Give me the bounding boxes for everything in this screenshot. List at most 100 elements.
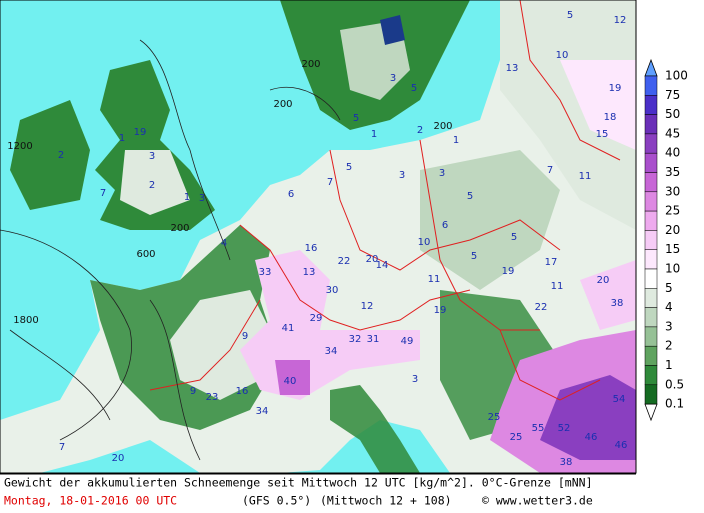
snow-label: 33 <box>259 267 272 278</box>
snow-label: 2 <box>149 180 155 191</box>
snow-northeast <box>560 60 636 150</box>
snow-label: 3 <box>412 374 418 385</box>
legend-label: 40 <box>665 146 680 160</box>
snow-label: 1 <box>371 129 377 140</box>
border <box>419 139 540 331</box>
legend-swatch <box>644 152 658 173</box>
snow-label: 25 <box>510 432 523 443</box>
contour-label: 200 <box>170 223 189 234</box>
run: (Mittwoch 12 + 108) <box>320 494 452 508</box>
snow-label: 3 <box>149 151 155 162</box>
snow-label: 40 <box>284 376 297 387</box>
legend-swatch <box>644 95 658 115</box>
legend-swatch <box>644 307 658 328</box>
legend-label: 25 <box>665 204 680 218</box>
snow-label: 9 <box>190 386 196 397</box>
snow-label: 4 <box>221 238 227 249</box>
snow-label: 20 <box>597 275 610 286</box>
contour-label: 200 <box>433 121 452 132</box>
legend-swatch <box>644 133 658 154</box>
snow-label: 5 <box>411 83 417 94</box>
snow-label: 9 <box>242 331 248 342</box>
contour <box>149 299 201 461</box>
snow-label: 3 <box>399 170 405 181</box>
snow-label: 38 <box>560 457 573 468</box>
snow-label: 15 <box>596 129 609 140</box>
legend-label: 2 <box>665 339 673 353</box>
legend-label: 45 <box>665 126 680 140</box>
legend-label: 75 <box>665 88 680 102</box>
snow-label: 10 <box>556 50 569 61</box>
legend-label: 35 <box>665 165 680 179</box>
contour <box>9 329 111 421</box>
snow-label: 22 <box>535 302 548 313</box>
snow-label: 14 <box>376 260 389 271</box>
snow-label: 34 <box>325 346 338 357</box>
land-ireland <box>10 100 90 210</box>
legend-label: 3 <box>665 319 673 333</box>
snow-label: 46 <box>585 432 598 443</box>
legend-label: 5 <box>665 281 673 295</box>
snow-label: 19 <box>502 266 515 277</box>
snow-label: 6 <box>288 189 294 200</box>
legend-swatch <box>644 75 658 96</box>
snow-label: 2 <box>417 125 423 136</box>
legend-arrow-top <box>644 58 658 77</box>
legend-arrow-bottom <box>644 403 658 422</box>
land-poland <box>420 150 560 290</box>
snow-label: 3 <box>439 168 445 179</box>
snow-label: 11 <box>428 274 441 285</box>
legend-label: 50 <box>665 107 680 121</box>
snow-label: 7 <box>547 165 553 176</box>
snow-label: 7 <box>100 188 106 199</box>
snow-label: 16 <box>236 386 249 397</box>
snow-label: 34 <box>256 406 269 417</box>
snow-label: 17 <box>545 257 558 268</box>
snow-label: 1 <box>453 135 459 146</box>
legend-swatch <box>644 326 658 347</box>
snow-label: 1 <box>119 133 125 144</box>
snow-label: 3 <box>390 73 396 84</box>
snow-label: 5 <box>353 113 359 124</box>
snow-label: 7 <box>327 177 333 188</box>
snow-label: 30 <box>326 285 339 296</box>
border <box>499 329 601 401</box>
snow-label: 10 <box>418 237 431 248</box>
snow-label: 23 <box>206 392 219 403</box>
legend-label: 30 <box>665 184 680 198</box>
map <box>0 0 637 474</box>
snow-label: 25 <box>488 412 501 423</box>
legend-label: 15 <box>665 242 680 256</box>
snow-label: 19 <box>134 127 147 138</box>
lake <box>380 15 405 45</box>
snow-label: 5 <box>346 162 352 173</box>
legend-label: 10 <box>665 262 680 276</box>
border <box>239 224 471 331</box>
snow-label: 5 <box>567 10 573 21</box>
land-britain-interior <box>120 150 190 215</box>
snow-label: 20 <box>366 254 379 265</box>
legend-swatch <box>644 384 658 405</box>
snow-label: 55 <box>532 423 545 434</box>
snow-label: 29 <box>310 313 323 324</box>
snow-label: 54 <box>613 394 626 405</box>
snow-label: 3 <box>199 193 205 204</box>
snow-label: 38 <box>611 298 624 309</box>
contours <box>0 39 341 461</box>
legend-label: 20 <box>665 223 680 237</box>
legend-swatch <box>644 114 658 135</box>
land-france-interior <box>170 290 270 400</box>
map-frame <box>0 0 637 474</box>
legend-label: 1 <box>665 358 673 372</box>
snow-label: 11 <box>579 171 592 182</box>
legend-swatch <box>644 345 658 366</box>
snow-label: 7 <box>59 442 65 453</box>
contour <box>0 229 132 441</box>
borders <box>149 0 621 401</box>
caption: Gewicht der akkumulierten Schneemenge se… <box>4 476 593 490</box>
legend-label: 4 <box>665 300 673 314</box>
contour-label: 200 <box>273 99 292 110</box>
snow-label: 1 <box>184 192 190 203</box>
